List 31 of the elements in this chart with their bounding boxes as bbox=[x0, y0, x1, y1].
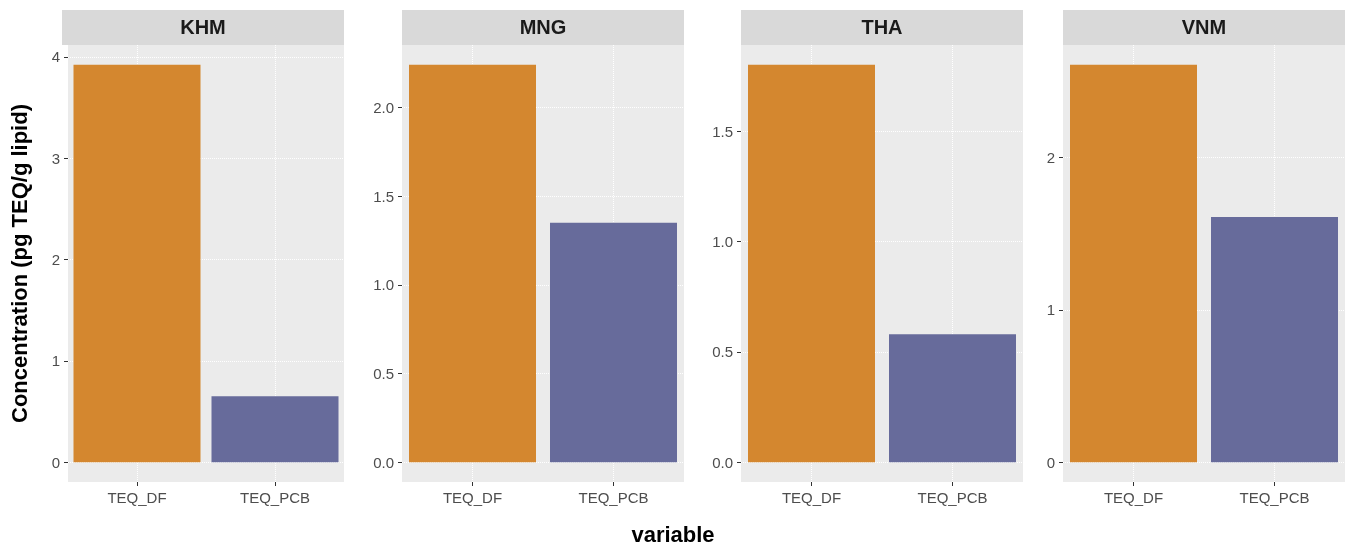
y-tick-label: 2.0 bbox=[373, 98, 394, 116]
y-tick-label: 1.0 bbox=[373, 276, 394, 294]
chart-title: VNM bbox=[1063, 10, 1345, 45]
chart-title: THA bbox=[741, 10, 1023, 45]
y-tick-label: 1 bbox=[51, 352, 60, 370]
y-tick-label: 0.5 bbox=[712, 343, 733, 361]
y-tick-label: 3 bbox=[51, 149, 60, 167]
y-tick-label: 0 bbox=[51, 453, 60, 471]
y-tick-label: 1 bbox=[1046, 301, 1055, 319]
x-tick-label: TEQ_PCB bbox=[239, 489, 311, 506]
x-tick-label: TEQ_PCB bbox=[917, 489, 988, 506]
chart-title: MNG bbox=[402, 10, 684, 45]
y-tick-label: 0.0 bbox=[712, 453, 733, 471]
x-tick-label: TEQ_PCB bbox=[578, 489, 649, 506]
y-tick-label: 1.5 bbox=[712, 122, 733, 140]
y-tick-label: 1.5 bbox=[373, 187, 394, 205]
x-axis-title: variable bbox=[630, 522, 716, 547]
x-tick-label: TEQ_DF bbox=[781, 489, 842, 506]
y-tick-label: 0.0 bbox=[373, 453, 394, 471]
y-tick-label: 2 bbox=[1046, 149, 1055, 167]
x-tick-label: TEQ_DF bbox=[1103, 489, 1164, 506]
x-tick-label: TEQ_DF bbox=[442, 489, 503, 506]
y-axis-title: Concentration (pg TEQ/g lipid) bbox=[6, 104, 32, 423]
y-tick-label: 1.0 bbox=[712, 232, 733, 250]
y-tick-label: 0 bbox=[1046, 453, 1055, 471]
y-tick-label: 4 bbox=[51, 48, 60, 66]
x-tick-label: TEQ_DF bbox=[107, 489, 167, 506]
x-tick-label: TEQ_PCB bbox=[1239, 489, 1310, 506]
y-tick-label: 0.5 bbox=[373, 364, 394, 382]
chart-title: KHM bbox=[62, 10, 344, 45]
y-tick-label: 2 bbox=[51, 250, 60, 268]
